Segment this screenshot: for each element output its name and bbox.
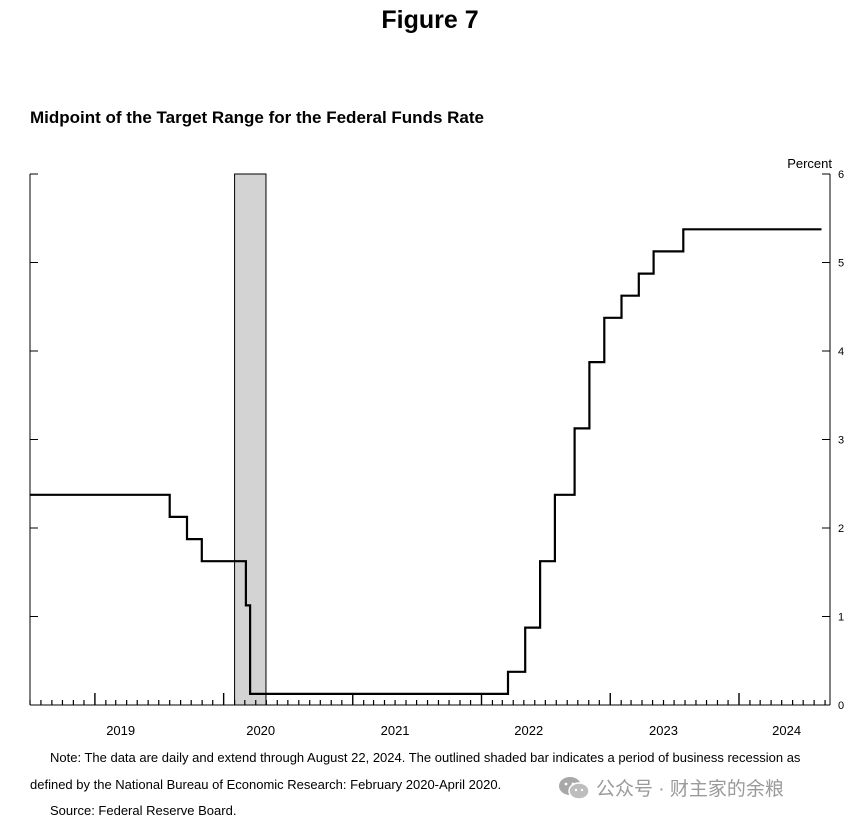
y-tick-label: 2 (838, 523, 844, 535)
y-tick-label: 4 (838, 346, 844, 358)
figure-title: Figure 7 (381, 6, 479, 34)
y-tick-label: 0 (838, 700, 844, 712)
note-line-1: Note: The data are daily and extend thro… (50, 750, 801, 765)
x-tick-label: 2019 (106, 723, 135, 738)
y-axis-label: Percent (787, 156, 832, 171)
y-tick-label: 6 (838, 169, 844, 181)
y-tick-label: 3 (838, 435, 844, 447)
rate-series-line (30, 228, 822, 695)
watermark-text: 公众号 · 财主家的余粮 (596, 779, 784, 800)
x-tick-label: 2021 (381, 723, 410, 738)
x-tick-label: 2020 (246, 723, 275, 738)
rate-chart: 0 1 2 3 4 5 6 Percent 2019 2020 2021 2022 2023 2024 (29, 156, 844, 738)
watermark: 公众号 · 财主家的余粮 (558, 774, 784, 801)
wechat-icon (559, 776, 590, 800)
source-note: Source: Federal Reserve Board. (50, 803, 237, 818)
x-tick-label: 2024 (772, 723, 801, 738)
y-tick-label: 5 (838, 258, 844, 270)
y-tick-label: 1 (838, 612, 844, 624)
x-tick-label: 2023 (649, 723, 678, 738)
x-tick-label: 2022 (514, 723, 543, 738)
chart-title: Midpoint of the Target Range for the Fed… (30, 108, 484, 127)
note-line-2: defined by the National Bureau of Econom… (30, 777, 502, 792)
